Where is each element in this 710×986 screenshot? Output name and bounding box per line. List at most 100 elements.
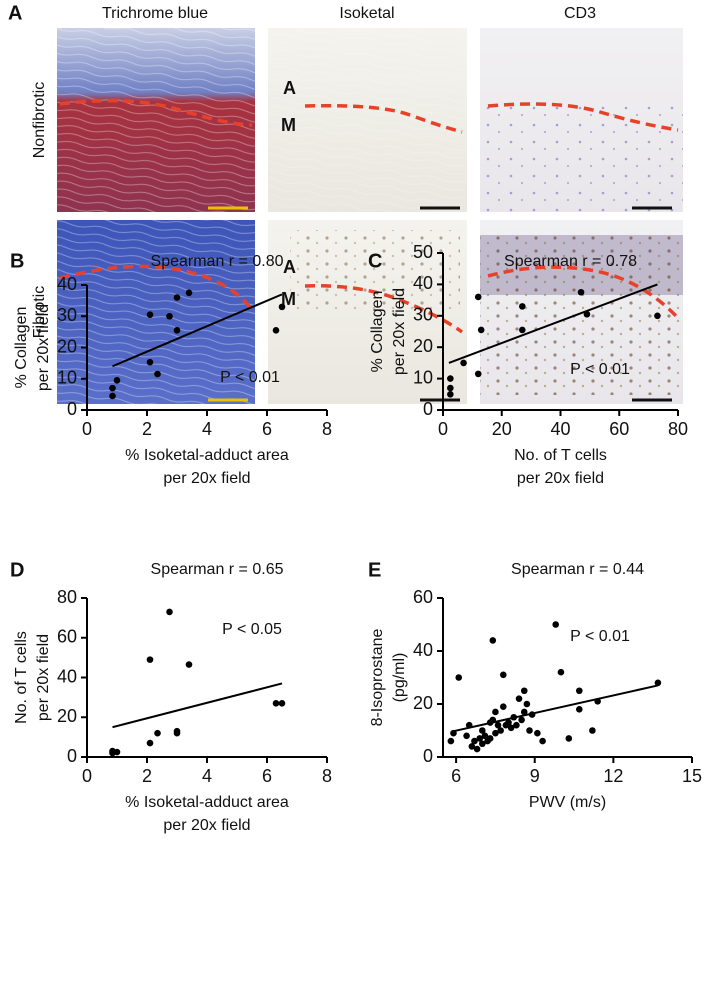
point	[471, 737, 478, 745]
y-tick-label: 0	[423, 746, 433, 766]
y-tick-label: 30	[57, 305, 77, 325]
layer-label: A	[283, 257, 296, 277]
point	[278, 700, 286, 707]
y-tick-label: 0	[423, 399, 433, 419]
texture	[480, 235, 683, 395]
point	[489, 637, 497, 644]
layer-label: M	[281, 289, 296, 309]
point	[575, 706, 583, 713]
annotation: P < 0.01	[570, 361, 630, 378]
point	[463, 732, 470, 740]
x-tick-label: 4	[202, 766, 212, 786]
column-header: Trichrome blue	[102, 5, 208, 22]
x-tick-label: 80	[668, 419, 688, 439]
point	[109, 749, 116, 757]
point	[109, 392, 116, 400]
panel-label: C	[368, 250, 382, 272]
x-axis-label: per 20x field	[163, 470, 250, 487]
texture	[480, 100, 683, 212]
x-tick-label: 8	[322, 419, 332, 439]
x-tick-label: 0	[82, 419, 92, 439]
point	[479, 740, 486, 748]
point	[146, 656, 154, 663]
point	[534, 729, 541, 737]
point	[486, 735, 494, 742]
point	[185, 661, 193, 668]
point	[109, 384, 116, 392]
x-axis-label: PWV (m/s)	[529, 794, 606, 811]
boundary-line	[59, 98, 253, 127]
x-tick-label: 0	[82, 766, 92, 786]
point	[476, 735, 483, 742]
point	[523, 700, 531, 708]
boundary-line	[59, 264, 254, 312]
point	[272, 700, 280, 707]
layer-label: A	[283, 78, 296, 98]
point	[113, 377, 121, 384]
boundary-line	[487, 102, 679, 132]
y-axis-label: per 20x field	[391, 288, 408, 375]
x-axis-label: No. of T cells	[514, 447, 607, 464]
x-axis-label: % Isoketal-adduct area	[125, 447, 289, 464]
point	[507, 724, 515, 732]
layer-label: M	[281, 115, 296, 135]
point	[557, 668, 565, 676]
x-tick-label: 20	[492, 419, 512, 439]
boundary-line	[304, 103, 463, 134]
point	[520, 687, 528, 695]
point	[515, 695, 523, 702]
point	[481, 732, 489, 740]
point	[146, 739, 154, 747]
point	[539, 737, 546, 745]
point	[519, 326, 526, 334]
chart-title: Spearman r = 0.80	[151, 253, 284, 270]
point	[654, 312, 661, 320]
point	[479, 727, 486, 734]
point	[552, 621, 560, 628]
point	[477, 326, 485, 334]
y-axis-label: per 20x field	[35, 634, 52, 721]
y-axis-label: No. of T cells	[13, 631, 30, 724]
y-axis-label: (pg/ml)	[391, 653, 408, 703]
row-header: Fibrotic	[31, 286, 48, 338]
point	[455, 674, 463, 681]
y-tick-label: 20	[413, 693, 433, 713]
x-tick-label: 6	[262, 766, 272, 786]
y-tick-label: 20	[57, 336, 77, 356]
boundary-line	[487, 265, 680, 320]
point	[519, 303, 526, 310]
y-axis-label: per 20x field	[35, 304, 52, 391]
point	[526, 727, 533, 734]
point	[518, 716, 525, 724]
y-tick-label: 30	[413, 305, 433, 325]
point	[173, 727, 181, 735]
y-tick-label: 80	[57, 587, 77, 607]
annotation: P < 0.01	[570, 628, 630, 645]
point	[499, 703, 507, 710]
y-tick-label: 0	[67, 399, 77, 419]
point	[468, 743, 476, 750]
y-tick-label: 60	[57, 627, 77, 647]
point	[460, 359, 467, 367]
point	[447, 375, 454, 382]
chart-title: Spearman r = 0.44	[511, 561, 644, 578]
point	[272, 327, 280, 334]
point	[474, 370, 482, 378]
point	[505, 719, 512, 726]
x-tick-label: 2	[142, 419, 152, 439]
point	[146, 358, 154, 366]
point	[497, 727, 504, 734]
x-tick-label: 8	[322, 766, 332, 786]
point	[166, 608, 173, 616]
y-tick-label: 10	[57, 368, 77, 388]
point	[146, 311, 154, 318]
point	[447, 391, 454, 398]
y-tick-label: 0	[67, 746, 77, 766]
point	[173, 294, 181, 301]
y-tick-label: 20	[57, 706, 77, 726]
panel-label: A	[8, 2, 22, 24]
point	[166, 312, 173, 320]
x-tick-label: 6	[262, 419, 272, 439]
panel-label: E	[368, 559, 381, 581]
